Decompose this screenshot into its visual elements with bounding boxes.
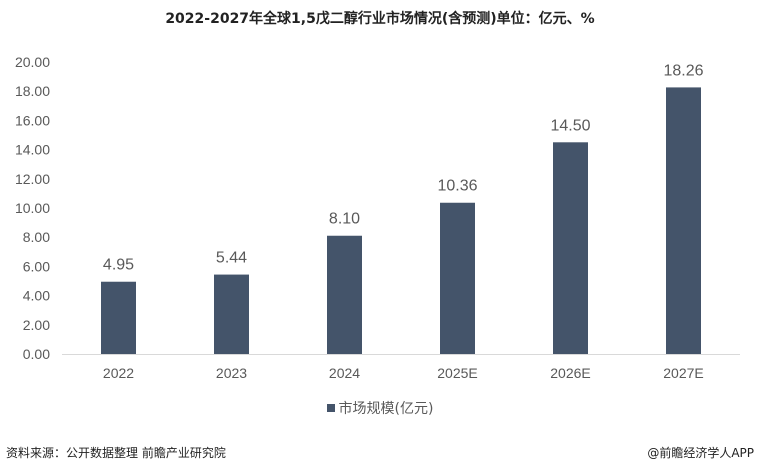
bar [101,281,136,354]
y-tick-label: 18.00 [15,83,50,99]
bar [327,235,362,354]
chart-title: 2022-2027年全球1,5戊二醇行业市场情况(含预测)单位：亿元、% [165,11,595,27]
legend-swatch [326,404,335,412]
y-tick-label: 14.00 [15,142,50,158]
data-label: 14.50 [550,117,590,134]
y-tick-label: 16.00 [15,112,50,128]
legend: 市场规模(亿元) [0,398,760,418]
source-note: 资料来源：公开数据整理 前瞻产业研究院 [6,446,226,460]
footer: 资料来源：公开数据整理 前瞻产业研究院 @前瞻经济学人APP [6,444,754,462]
x-tick-label: 2024 [329,365,360,381]
data-label: 18.26 [663,62,703,79]
y-axis: 0.00 2.00 4.00 6.00 8.00 10.00 12.00 14.00 16.00… [15,54,50,362]
data-labels: 4.95 5.44 8.10 10.36 14.50 18.26 [103,62,704,273]
bar [440,202,475,354]
legend-label: 市场规模(亿元) [338,401,434,417]
y-tick-label: 10.00 [15,200,50,216]
y-tick-label: 6.00 [23,258,50,274]
x-tick-label: 2023 [216,365,247,381]
y-tick-label: 2.00 [23,317,50,333]
y-tick-label: 12.00 [15,171,50,187]
bar [666,87,701,355]
x-tick-label: 2022 [103,365,134,381]
x-axis: 2022 2023 2024 2025E 2026E 2027E [103,365,704,381]
bar [553,142,588,354]
data-label: 4.95 [103,257,134,274]
watermark: @前瞻经济学人APP [647,446,754,460]
data-label: 5.44 [216,250,247,267]
data-label: 10.36 [437,178,477,195]
bar [214,274,249,354]
x-tick-label: 2027E [663,365,703,381]
y-tick-label: 8.00 [23,229,50,245]
y-tick-label: 4.00 [23,288,50,304]
x-tick-label: 2025E [437,365,477,381]
data-label: 8.10 [329,211,360,228]
y-tick-label: 20.00 [15,54,50,70]
x-tick-label: 2026E [550,365,590,381]
bar-series [101,87,701,355]
y-tick-label: 0.00 [23,346,50,362]
